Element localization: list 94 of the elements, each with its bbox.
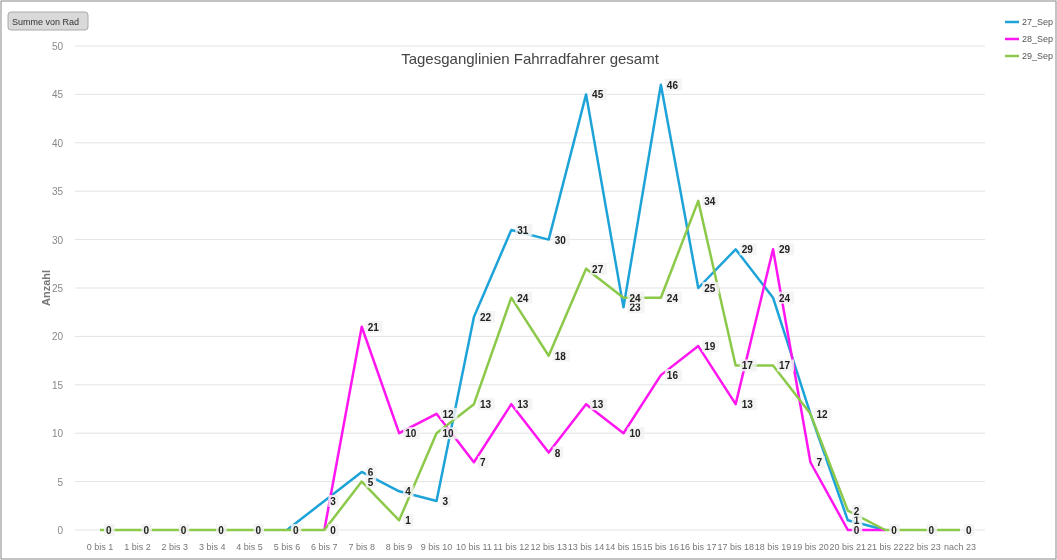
data-label: 4: [405, 486, 412, 498]
y-tick-label: 25: [51, 283, 64, 294]
data-label: 1: [853, 515, 860, 527]
y-tick-label: 50: [51, 41, 64, 52]
data-label: 0: [853, 525, 860, 536]
data-label: 13: [592, 399, 604, 411]
data-label: 24: [517, 292, 529, 304]
y-tick-label: 15: [51, 379, 64, 391]
data-label: 27: [592, 263, 604, 275]
data-label: 10: [405, 428, 417, 440]
y-tick-label: 20: [51, 331, 64, 343]
data-label: 0: [966, 525, 972, 536]
text: Summe von Rad: [12, 17, 80, 27]
data-label: 17: [741, 360, 754, 372]
data-label: 2: [853, 505, 860, 517]
y-axis-title: Anzahl: [40, 269, 52, 307]
data-label: 8: [554, 447, 561, 459]
data-label: 0: [891, 525, 898, 536]
y-tick-label: 5: [57, 476, 64, 488]
x-tick-label: 4 bis 5: [236, 542, 263, 552]
legend-label: 28_Sep: [1022, 34, 1054, 44]
data-label: 29: [779, 244, 791, 256]
legend-label: 29_Sep: [1022, 51, 1054, 61]
data-label: 5: [367, 476, 374, 488]
x-tick-label: 17 bis 18: [717, 542, 754, 552]
y-tick-label: 30: [51, 234, 64, 246]
x-tick-label: 19 bis 20: [792, 542, 829, 552]
data-label: 34: [704, 195, 716, 207]
data-label: 0: [330, 525, 337, 536]
data-label: 7: [479, 457, 486, 469]
x-tick-label: 2 bis 3: [161, 542, 189, 552]
x-tick-label: 18 bis 19: [754, 542, 792, 552]
y-tick-label: 40: [51, 137, 64, 149]
x-tick-label: 8 bis 9: [385, 542, 413, 552]
x-tick-label: 7 bis 8: [348, 542, 375, 552]
x-tick-label: 12 bis 13: [530, 542, 567, 552]
data-label: 21: [367, 321, 380, 333]
data-label: 18: [554, 350, 567, 362]
y-tick-label: 10: [51, 428, 64, 440]
data-label: 13: [741, 399, 754, 411]
x-tick-label: 0 bis 1: [86, 542, 114, 552]
x-tick-label: nach 23: [943, 542, 977, 552]
data-label: 6: [367, 466, 374, 478]
line-series: [98, 199, 962, 532]
data-label: 13: [517, 399, 529, 411]
data-label: 12: [442, 408, 455, 420]
data-label: 0: [928, 525, 935, 536]
data-label: 24: [779, 292, 791, 304]
data-label: 0: [218, 525, 225, 536]
x-tick-label: 22 bis 23: [904, 542, 941, 552]
y-tick-label: 35: [51, 186, 64, 198]
data-label: 45: [592, 89, 604, 101]
data-label: 10: [629, 428, 642, 440]
data-label: 29: [741, 244, 754, 256]
data-label: 3: [442, 495, 449, 507]
data-label: 10: [442, 428, 455, 440]
x-tick-label: 10 bis 11: [455, 542, 492, 552]
x-tick-label: 11 bis 12: [493, 542, 530, 552]
data-label: 0: [180, 525, 187, 536]
chart-title: Tagesganglinien Fahrradfahrer gesamt: [401, 50, 660, 67]
data-label: 12: [816, 408, 828, 420]
data-label: 23: [629, 302, 642, 314]
data-label: 19: [704, 341, 716, 353]
data-label: 22: [479, 312, 492, 324]
x-tick-label: 21 bis 22: [866, 542, 904, 552]
data-label: 0: [255, 525, 262, 536]
x-tick-label: 16 bis 17: [680, 542, 717, 552]
data-label: 16: [666, 370, 679, 382]
x-tick-label: 6 bis 7: [311, 542, 338, 552]
x-tick-label: 3 bis 4: [198, 542, 226, 552]
x-tick-label: 15 bis 16: [642, 542, 680, 552]
data-label: 24: [629, 292, 642, 304]
x-tick-label: 9 bis 10: [420, 542, 453, 552]
x-tick-label: 13 bis 14: [567, 542, 605, 552]
x-tick-label: 1 bis 2: [124, 542, 151, 552]
legend-label: 27_Sep: [1022, 17, 1054, 27]
data-label: 13: [479, 399, 492, 411]
data-label: 0: [106, 525, 112, 536]
data-label: 0: [292, 525, 299, 536]
data-label: 24: [666, 292, 679, 304]
x-tick-label: 20 bis 21: [829, 542, 867, 552]
data-label: 0: [143, 525, 150, 536]
y-tick-label: 45: [51, 89, 64, 101]
x-tick-label: 14 bis 15: [605, 542, 642, 552]
data-label: 25: [704, 283, 716, 294]
data-label: 3: [330, 495, 337, 507]
y-tick-label: 0: [57, 525, 64, 536]
data-label: 30: [554, 234, 567, 246]
data-label: 17: [779, 360, 791, 372]
data-label: 31: [517, 224, 529, 236]
data-label: 7: [816, 457, 823, 469]
data-label: 1: [405, 515, 412, 527]
x-tick-label: 5 bis 6: [273, 542, 301, 552]
data-label: 46: [666, 79, 679, 91]
